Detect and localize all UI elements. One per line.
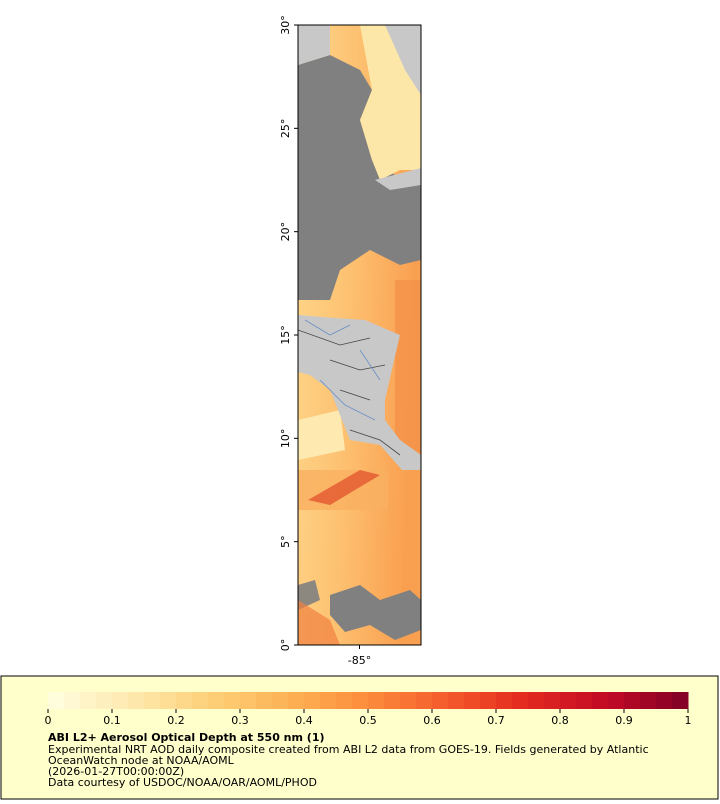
colorbar-cell xyxy=(464,692,481,709)
colorbar-cell xyxy=(256,692,273,709)
colorbar-cell xyxy=(48,692,65,709)
colorbar-cell xyxy=(448,692,465,709)
colorbar-tick-label: 0.6 xyxy=(423,714,441,727)
colorbar-cell xyxy=(80,692,97,709)
colorbar-cell xyxy=(144,692,161,709)
colorbar-cell xyxy=(480,692,497,709)
colorbar-tick-label: 0.1 xyxy=(103,714,121,727)
colorbar-cell xyxy=(400,692,417,709)
colorbar-cell xyxy=(592,692,609,709)
colorbar-tick-label: 1 xyxy=(685,714,692,727)
y-tick-label: 5° xyxy=(279,535,292,548)
axes: 0° 5° 10° 15° 20° 25° 30° -85° xyxy=(279,15,371,667)
colorbar-tick-label: 0.7 xyxy=(487,714,505,727)
legend-line: Experimental NRT AOD daily composite cre… xyxy=(48,743,649,756)
colorbar-cell xyxy=(240,692,257,709)
colorbar-cell xyxy=(160,692,177,709)
colorbar-cell xyxy=(512,692,529,709)
colorbar-cell xyxy=(128,692,145,709)
colorbar-cell xyxy=(544,692,561,709)
colorbar-cell xyxy=(624,692,641,709)
colorbar-cell xyxy=(384,692,401,709)
colorbar-tick-label: 0.9 xyxy=(615,714,633,727)
y-tick-label: 0° xyxy=(279,639,292,652)
colorbar-cell xyxy=(608,692,625,709)
colorbar-tick-label: 0.5 xyxy=(359,714,377,727)
colorbar-cell xyxy=(176,692,193,709)
y-tick-label: 10° xyxy=(279,429,292,449)
colorbar: 0 0.1 0.2 0.3 0.4 0.5 0.6 0.7 0.8 0.9 1 xyxy=(45,692,692,727)
colorbar-cell xyxy=(96,692,113,709)
y-tick-label: 30° xyxy=(279,15,292,35)
colorbar-cell xyxy=(192,692,209,709)
colorbar-tick-label: 0.2 xyxy=(167,714,185,727)
colorbar-cell xyxy=(576,692,593,709)
colorbar-cell xyxy=(528,692,545,709)
colorbar-cell xyxy=(560,692,577,709)
colorbar-cell xyxy=(208,692,225,709)
colorbar-cell xyxy=(640,692,657,709)
map-image xyxy=(298,25,421,645)
legend-title: ABI L2+ Aerosol Optical Depth at 550 nm … xyxy=(48,731,325,744)
y-tick-label: 20° xyxy=(279,222,292,242)
colorbar-cell xyxy=(672,692,689,709)
y-tick-label: 15° xyxy=(279,325,292,345)
colorbar-cell xyxy=(64,692,81,709)
colorbar-cell xyxy=(416,692,433,709)
colorbar-cell xyxy=(288,692,305,709)
colorbar-cell xyxy=(656,692,673,709)
colorbar-tick-label: 0.4 xyxy=(295,714,313,727)
legend-line: OceanWatch node at NOAA/AOML xyxy=(48,754,235,767)
colorbar-tick-label: 0.3 xyxy=(231,714,249,727)
colorbar-cell xyxy=(112,692,129,709)
colorbar-cell xyxy=(352,692,369,709)
colorbar-cell xyxy=(432,692,449,709)
legend-line: (2026-01-27T00:00:00Z) xyxy=(48,765,184,778)
colorbar-tick-label: 0.8 xyxy=(551,714,569,727)
legend-line: Data courtesy of USDOC/NOAA/OAR/AOML/PHO… xyxy=(48,776,317,789)
colorbar-cell xyxy=(304,692,321,709)
colorbar-cell xyxy=(272,692,289,709)
y-tick-label: 25° xyxy=(279,119,292,139)
colorbar-tick-label: 0 xyxy=(45,714,52,727)
colorbar-cell xyxy=(320,692,337,709)
colorbar-cell xyxy=(496,692,513,709)
colorbar-cell xyxy=(368,692,385,709)
colorbar-cell xyxy=(336,692,353,709)
colorbar-cell xyxy=(224,692,241,709)
x-tick-label: -85° xyxy=(348,654,371,667)
